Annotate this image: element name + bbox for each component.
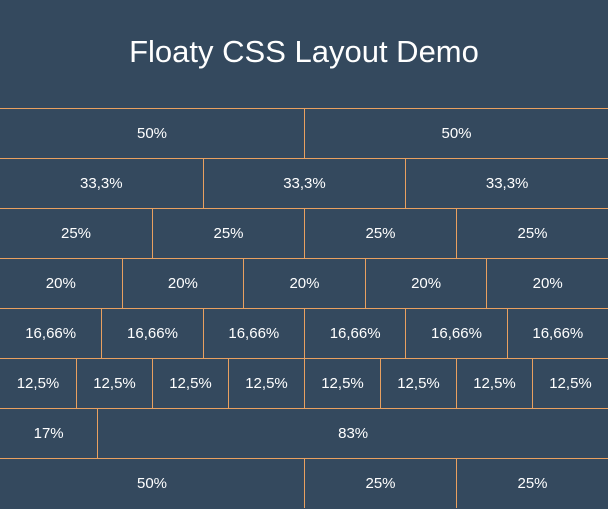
grid-cell: 16,66% xyxy=(303,309,405,358)
grid-cell: 83% xyxy=(97,409,608,458)
grid-row: 50% 25% 25% xyxy=(0,458,608,508)
grid-cell: 12,5% xyxy=(16,375,60,392)
grid-cell: 12,5% xyxy=(228,359,304,408)
grid-cell: 25% xyxy=(304,459,456,508)
layout-grid: 50% 50% 33,3% 33,3% 33,3% 25% 25% 25% 25% 20% 20% 2… xyxy=(0,108,608,508)
grid-cell: 12,5% xyxy=(152,359,228,408)
grid-cell: 16,66% xyxy=(202,309,304,358)
grid-row: 33,3% 33,3% 33,3% xyxy=(0,158,608,208)
grid-row: 50% 50% xyxy=(0,108,608,158)
grid-cell: 12,5% xyxy=(532,359,608,408)
grid-cell: 16,66% xyxy=(506,309,608,358)
grid-cell: 20% xyxy=(486,259,608,308)
grid-cell: 20% xyxy=(121,259,244,308)
grid-cell: 33,3% xyxy=(202,159,406,208)
grid-cell: 20% xyxy=(243,259,365,308)
grid-cell: 25% xyxy=(456,459,608,508)
grid-cell: 50% xyxy=(136,125,168,142)
grid-cell: 33,3% xyxy=(405,159,608,208)
page-title: Floaty CSS Layout Demo xyxy=(129,34,479,69)
grid-cell: 50% xyxy=(304,109,608,158)
grid-cell: 25% xyxy=(60,225,92,242)
grid-row: 12,5% 12,5% 12,5% 12,5% 12,5% 12,5% 12,5% 12,5% xyxy=(0,358,608,408)
grid-cell: 25% xyxy=(456,209,608,258)
grid-cell: 17% xyxy=(33,425,64,442)
grid-row: 25% 25% 25% 25% xyxy=(0,208,608,258)
grid-row: 16,66% 16,66% 16,66% 16,66% 16,66% 16,66% xyxy=(0,308,608,358)
grid-cell: 12,5% xyxy=(456,359,532,408)
grid-cell: 33,3% xyxy=(80,175,123,192)
grid-cell: 25% xyxy=(152,209,304,258)
grid-cell: 12,5% xyxy=(380,359,456,408)
grid-row: 17% 83% xyxy=(0,408,608,458)
grid-cell: 12,5% xyxy=(304,359,380,408)
grid-row: 20% 20% 20% 20% 20% xyxy=(0,258,608,308)
grid-cell: 50% xyxy=(136,475,168,492)
grid-cell: 12,5% xyxy=(76,359,152,408)
grid-cell: 20% xyxy=(364,259,487,308)
grid-cell: 25% xyxy=(304,209,456,258)
grid-cell: 16,66% xyxy=(25,325,77,342)
grid-cell: 16,66% xyxy=(101,309,202,358)
grid-cell: 20% xyxy=(45,275,76,292)
grid-cell: 16,66% xyxy=(405,309,506,358)
